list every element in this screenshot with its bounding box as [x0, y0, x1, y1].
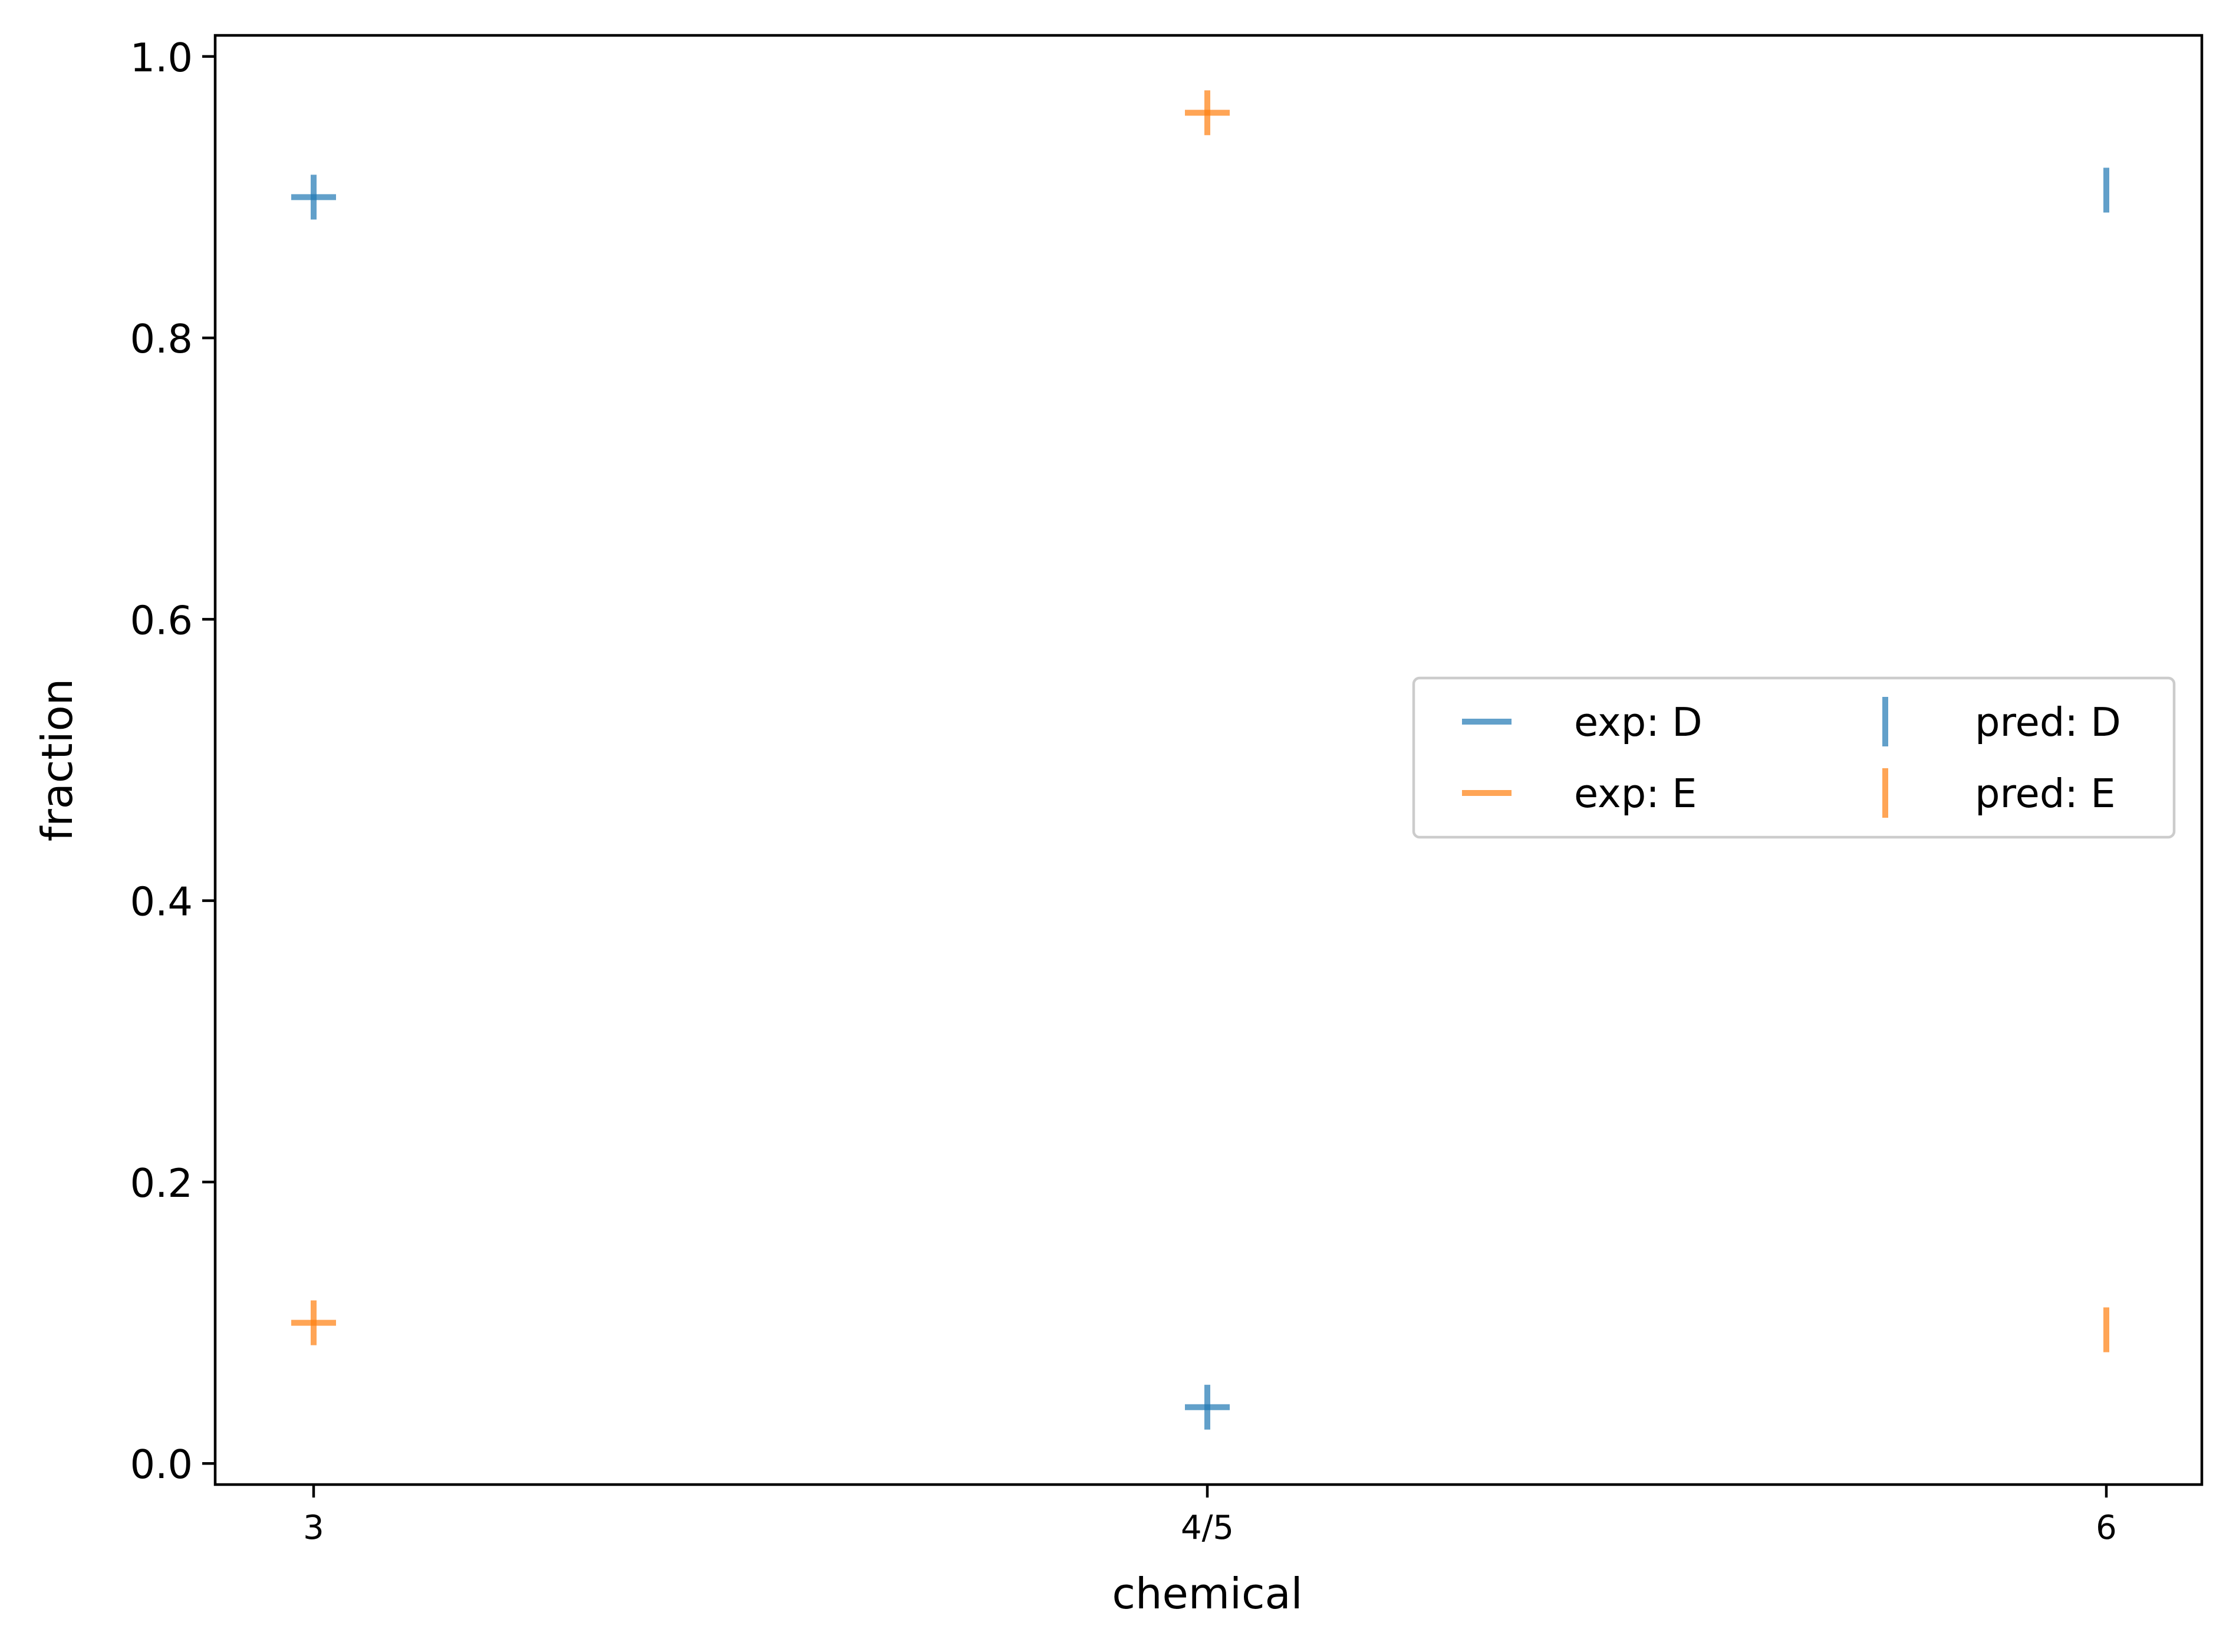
y-tick-label: 0.6 [130, 597, 193, 643]
y-tick-label: 1.0 [130, 35, 193, 81]
legend-label: exp: D [1574, 699, 1703, 745]
x-tick-label: 6 [2096, 1509, 2117, 1547]
y-axis: 0.0 0.2 0.4 0.6 0.8 1.0 [130, 35, 215, 1488]
legend-label: exp: E [1574, 771, 1697, 817]
y-axis-label: fraction [32, 679, 82, 842]
x-tick-label: 3 [303, 1509, 324, 1547]
legend: exp: D exp: E pred: D pred: E [1412, 676, 2176, 839]
legend-box [1412, 676, 2176, 839]
y-tick-label: 0.8 [130, 316, 193, 362]
legend-label: pred: D [1975, 699, 2121, 745]
x-axis-label: chemical [1112, 1569, 1302, 1618]
y-tick-label: 0.2 [130, 1160, 193, 1206]
chart-marks [291, 90, 2109, 1430]
y-tick-label: 0.0 [130, 1442, 193, 1488]
legend-label: pred: E [1975, 771, 2116, 817]
y-tick-label: 0.4 [130, 879, 193, 925]
x-axis: 3 4/5 6 [303, 1485, 2117, 1547]
x-tick-label: 4/5 [1181, 1509, 1234, 1547]
